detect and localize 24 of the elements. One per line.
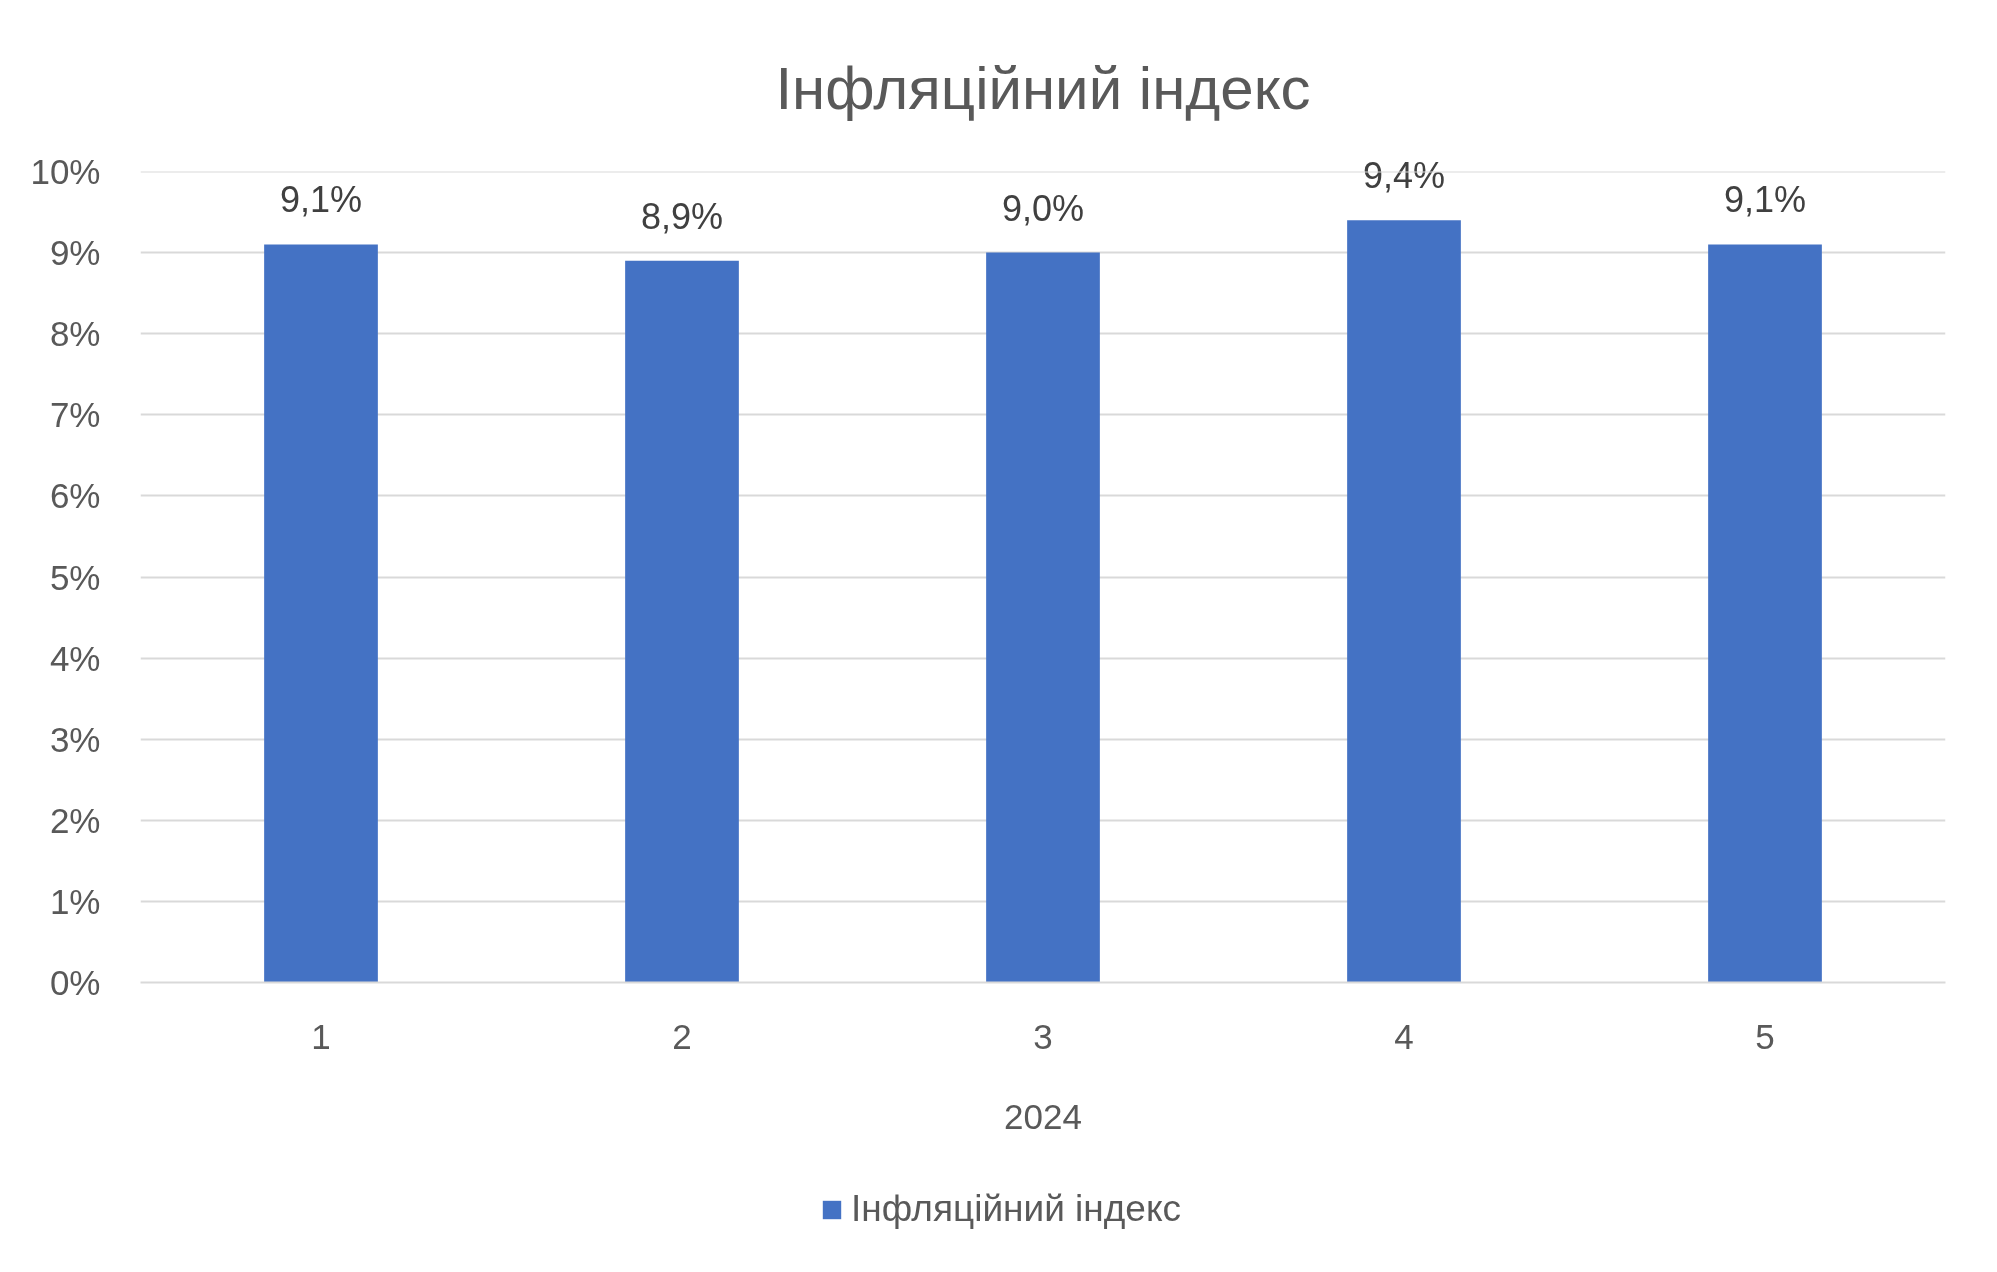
chart-title: Інфляційний індекс [775, 55, 1311, 122]
data-label: 9,1% [1723, 179, 1807, 221]
y-tick-label: 0% [49, 963, 101, 1002]
data-label: 8,9% [640, 195, 724, 237]
x-tick-label: 2 [672, 1016, 692, 1056]
y-tick-label: 10% [30, 152, 101, 191]
y-tick-label: 4% [49, 638, 101, 678]
x-tick-label: 1 [311, 1016, 331, 1056]
x-axis-title: 2024 [1004, 1096, 1082, 1136]
y-tick-label: 3% [49, 719, 101, 759]
data-label: 9,4% [1362, 155, 1446, 197]
x-tick-label: 3 [1033, 1016, 1053, 1056]
x-tick-label: 4 [1394, 1016, 1414, 1056]
y-tick-label: 2% [49, 800, 101, 840]
data-label: 9,0% [1001, 187, 1085, 229]
legend-label: Інфляційний індекс [851, 1188, 1182, 1230]
y-tick-label: 5% [49, 557, 101, 597]
y-tick-label: 1% [49, 881, 101, 921]
y-tick-label: 8% [49, 314, 101, 354]
x-tick-label: 5 [1755, 1016, 1775, 1056]
y-tick-label: 9% [49, 233, 101, 273]
data-label: 9,1% [279, 179, 363, 221]
y-tick-label: 6% [49, 476, 101, 516]
y-tick-label: 7% [49, 395, 101, 435]
